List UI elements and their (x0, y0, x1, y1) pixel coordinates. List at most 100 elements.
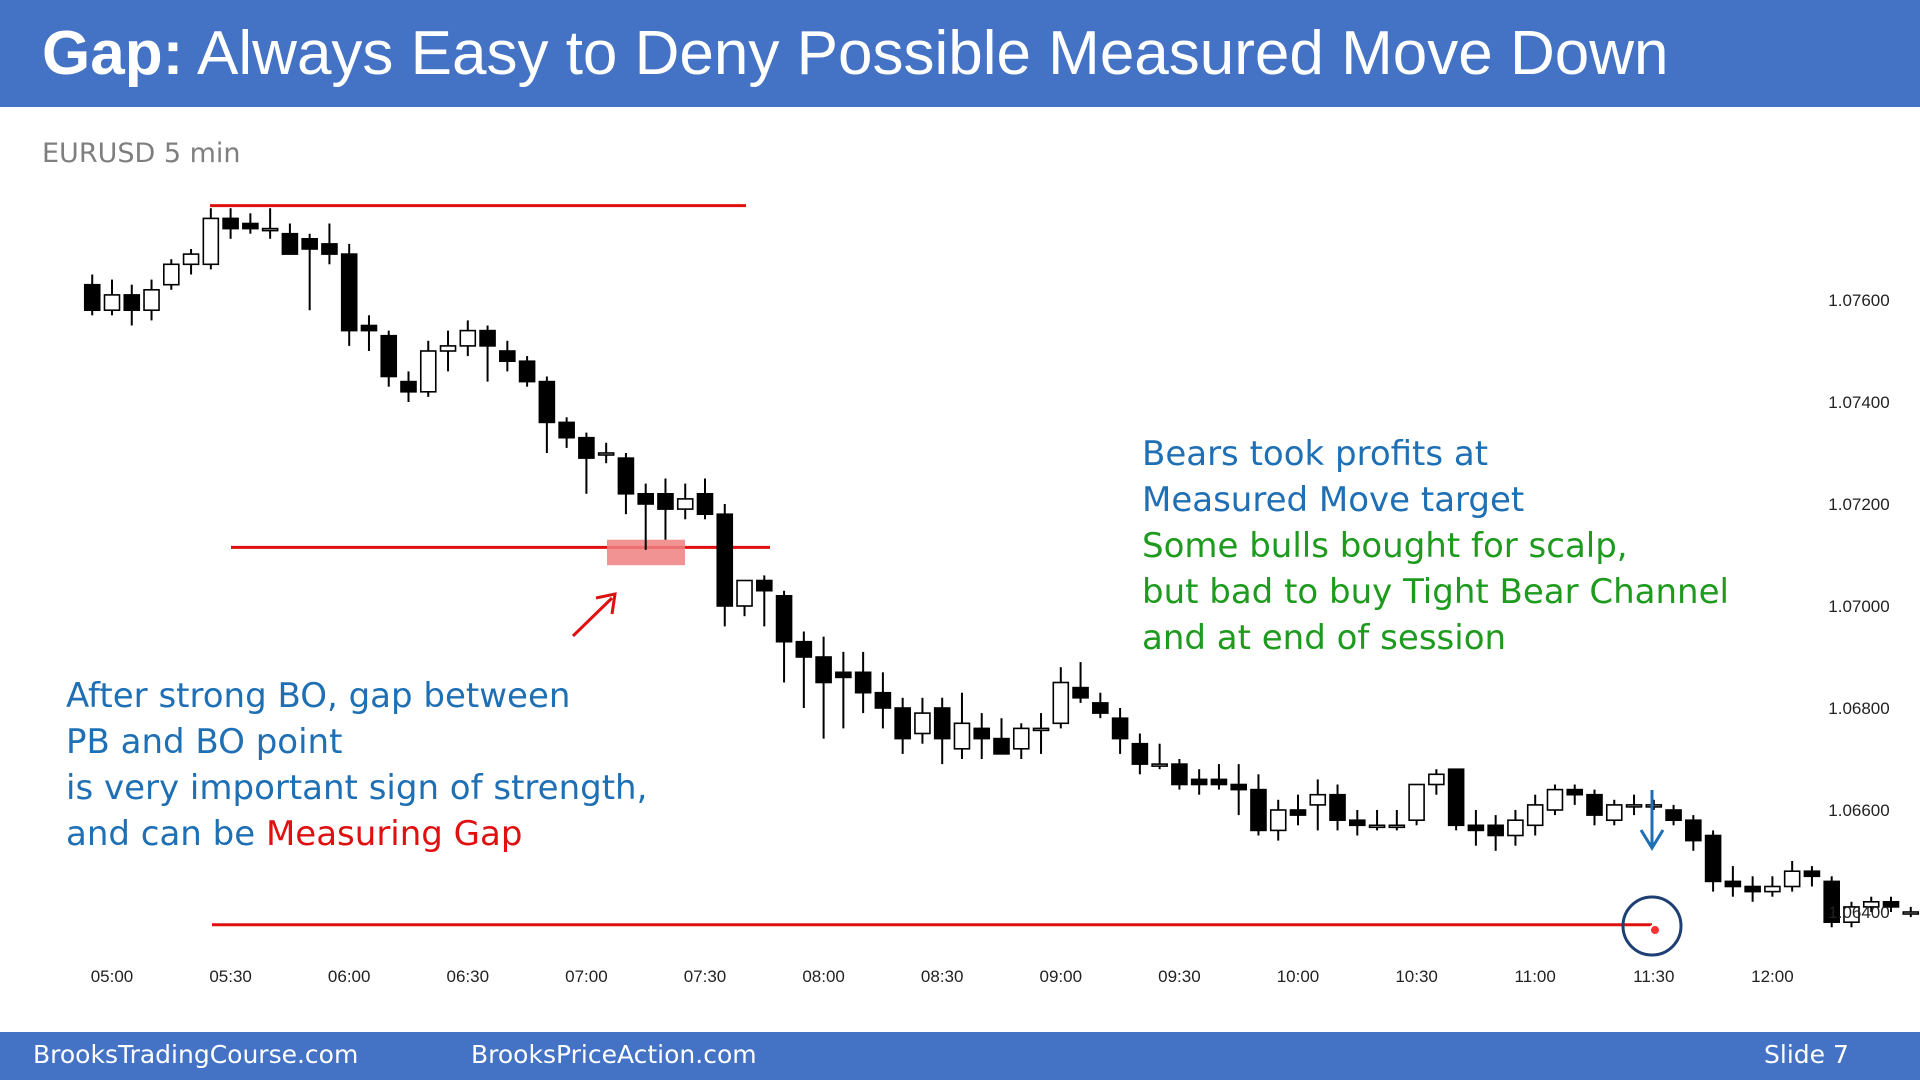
y-tick-label: 1.07000 (1828, 597, 1889, 616)
candle (1902, 906, 1920, 918)
footer-bar (0, 1032, 1920, 1080)
bear-candle-body (301, 238, 318, 250)
bear-candle-body (1230, 783, 1247, 791)
bull-candle-body (736, 579, 753, 607)
title-keyword: Gap: (42, 19, 184, 88)
bear-candle-body (1210, 778, 1228, 786)
candle (1764, 876, 1781, 897)
bear-candle-body (1190, 778, 1208, 786)
candle (499, 340, 516, 372)
bear-candle-body (222, 217, 239, 230)
title-rest: Always Easy to Deny Possible Measured Mo… (183, 19, 1669, 88)
annotation-right-line: Bears took profits at (1142, 434, 1489, 474)
footer-site-1: BrooksTradingCourse.com (33, 1040, 359, 1069)
candle (1467, 810, 1485, 846)
bear-candle-body (1447, 768, 1465, 827)
bear-candle-body (835, 671, 852, 679)
markers (571, 592, 1683, 957)
bull-candle-body (1507, 819, 1524, 837)
bear-candle-body (755, 579, 773, 592)
annotation-left-line: PB and BO point (66, 722, 343, 762)
candle (281, 223, 299, 255)
title-bar (0, 0, 1920, 107)
candle (301, 233, 318, 311)
candle (1210, 764, 1228, 790)
bull-candle-body (1862, 900, 1880, 908)
candle (716, 504, 734, 627)
candle (479, 325, 496, 382)
bull-candle-body (1625, 804, 1643, 808)
candle (835, 651, 852, 729)
candle (854, 651, 872, 714)
candle (202, 208, 220, 270)
candle (1289, 794, 1307, 826)
bear-candle-body (1072, 686, 1089, 699)
x-tick-label: 05:30 (209, 967, 252, 986)
candle (1052, 667, 1070, 729)
bear-candle-body (973, 727, 991, 740)
bear-candle-body (795, 640, 813, 658)
bear-candle-body (380, 334, 398, 378)
bear-candle-body (1467, 824, 1485, 832)
bear-candle-body (499, 350, 516, 362)
bear-candle-body (1111, 717, 1129, 740)
bull-candle-body (676, 498, 694, 510)
candle (261, 208, 279, 239)
bear-candle-body (578, 436, 595, 459)
candle (518, 356, 536, 387)
candle (538, 376, 556, 453)
annotation-left-line: and can be Measuring Gap (66, 811, 647, 857)
x-tick-label: 08:00 (802, 967, 845, 986)
candle (1151, 743, 1168, 770)
bull-candle-body (1764, 885, 1781, 893)
gap-arrow-head (595, 592, 617, 615)
bear-candle-body (1349, 819, 1366, 827)
candle (340, 243, 358, 346)
x-tick-label: 12:00 (1751, 967, 1794, 986)
candle (1487, 815, 1504, 851)
bear-candle-body (815, 656, 832, 684)
candle (1862, 896, 1880, 912)
bull-candle-body (1309, 793, 1327, 806)
bear-candle-body (1586, 793, 1603, 816)
candle (578, 432, 595, 494)
bear-candle-body (637, 492, 655, 505)
candle (1526, 794, 1544, 836)
bull-candle-body (914, 712, 931, 735)
bull-candle-body (1783, 870, 1801, 888)
bull-candle-body (1151, 763, 1168, 767)
candle (1428, 769, 1445, 795)
x-tick-label: 06:00 (328, 967, 371, 986)
bull-candle-body (143, 288, 160, 311)
bull-candle-body (163, 263, 180, 286)
candlestick-chart: 05:00 05:30 06:00 06:30 07:00 07:30 08:00 08:30… (83, 204, 1920, 986)
bear-candle-body (933, 707, 951, 740)
candle (123, 284, 141, 326)
bear-candle-body (400, 380, 417, 393)
candle (1368, 810, 1386, 831)
candle (182, 249, 200, 275)
annotation-right: Bears took profits at Measured Move targ… (1142, 431, 1729, 661)
measuring-gap-label: Measuring Gap (265, 814, 523, 854)
bull-candle-body (1368, 824, 1386, 829)
bull-candle-body (1052, 681, 1070, 725)
candle (657, 478, 674, 540)
candle (360, 315, 378, 351)
candle (1111, 708, 1129, 754)
target-arrow-head (1639, 829, 1665, 851)
bear-candle-body (1665, 809, 1682, 821)
annotation-left: After strong BO, gap between PB and BO p… (66, 673, 647, 857)
bear-candle-body (340, 253, 358, 332)
candle (1566, 784, 1584, 805)
bull-candle-body (1388, 824, 1406, 829)
candle (993, 718, 1010, 755)
candle (617, 453, 635, 515)
y-tick-label: 1.06400 (1828, 903, 1889, 922)
bull-candle-body (261, 227, 279, 232)
x-tick-label: 08:30 (921, 967, 964, 986)
bear-candle-body (123, 294, 141, 311)
candle (795, 631, 813, 708)
annotation-left-line: is very important sign of strength, (66, 768, 648, 808)
candle (1507, 810, 1524, 846)
target-dot (1649, 924, 1661, 936)
